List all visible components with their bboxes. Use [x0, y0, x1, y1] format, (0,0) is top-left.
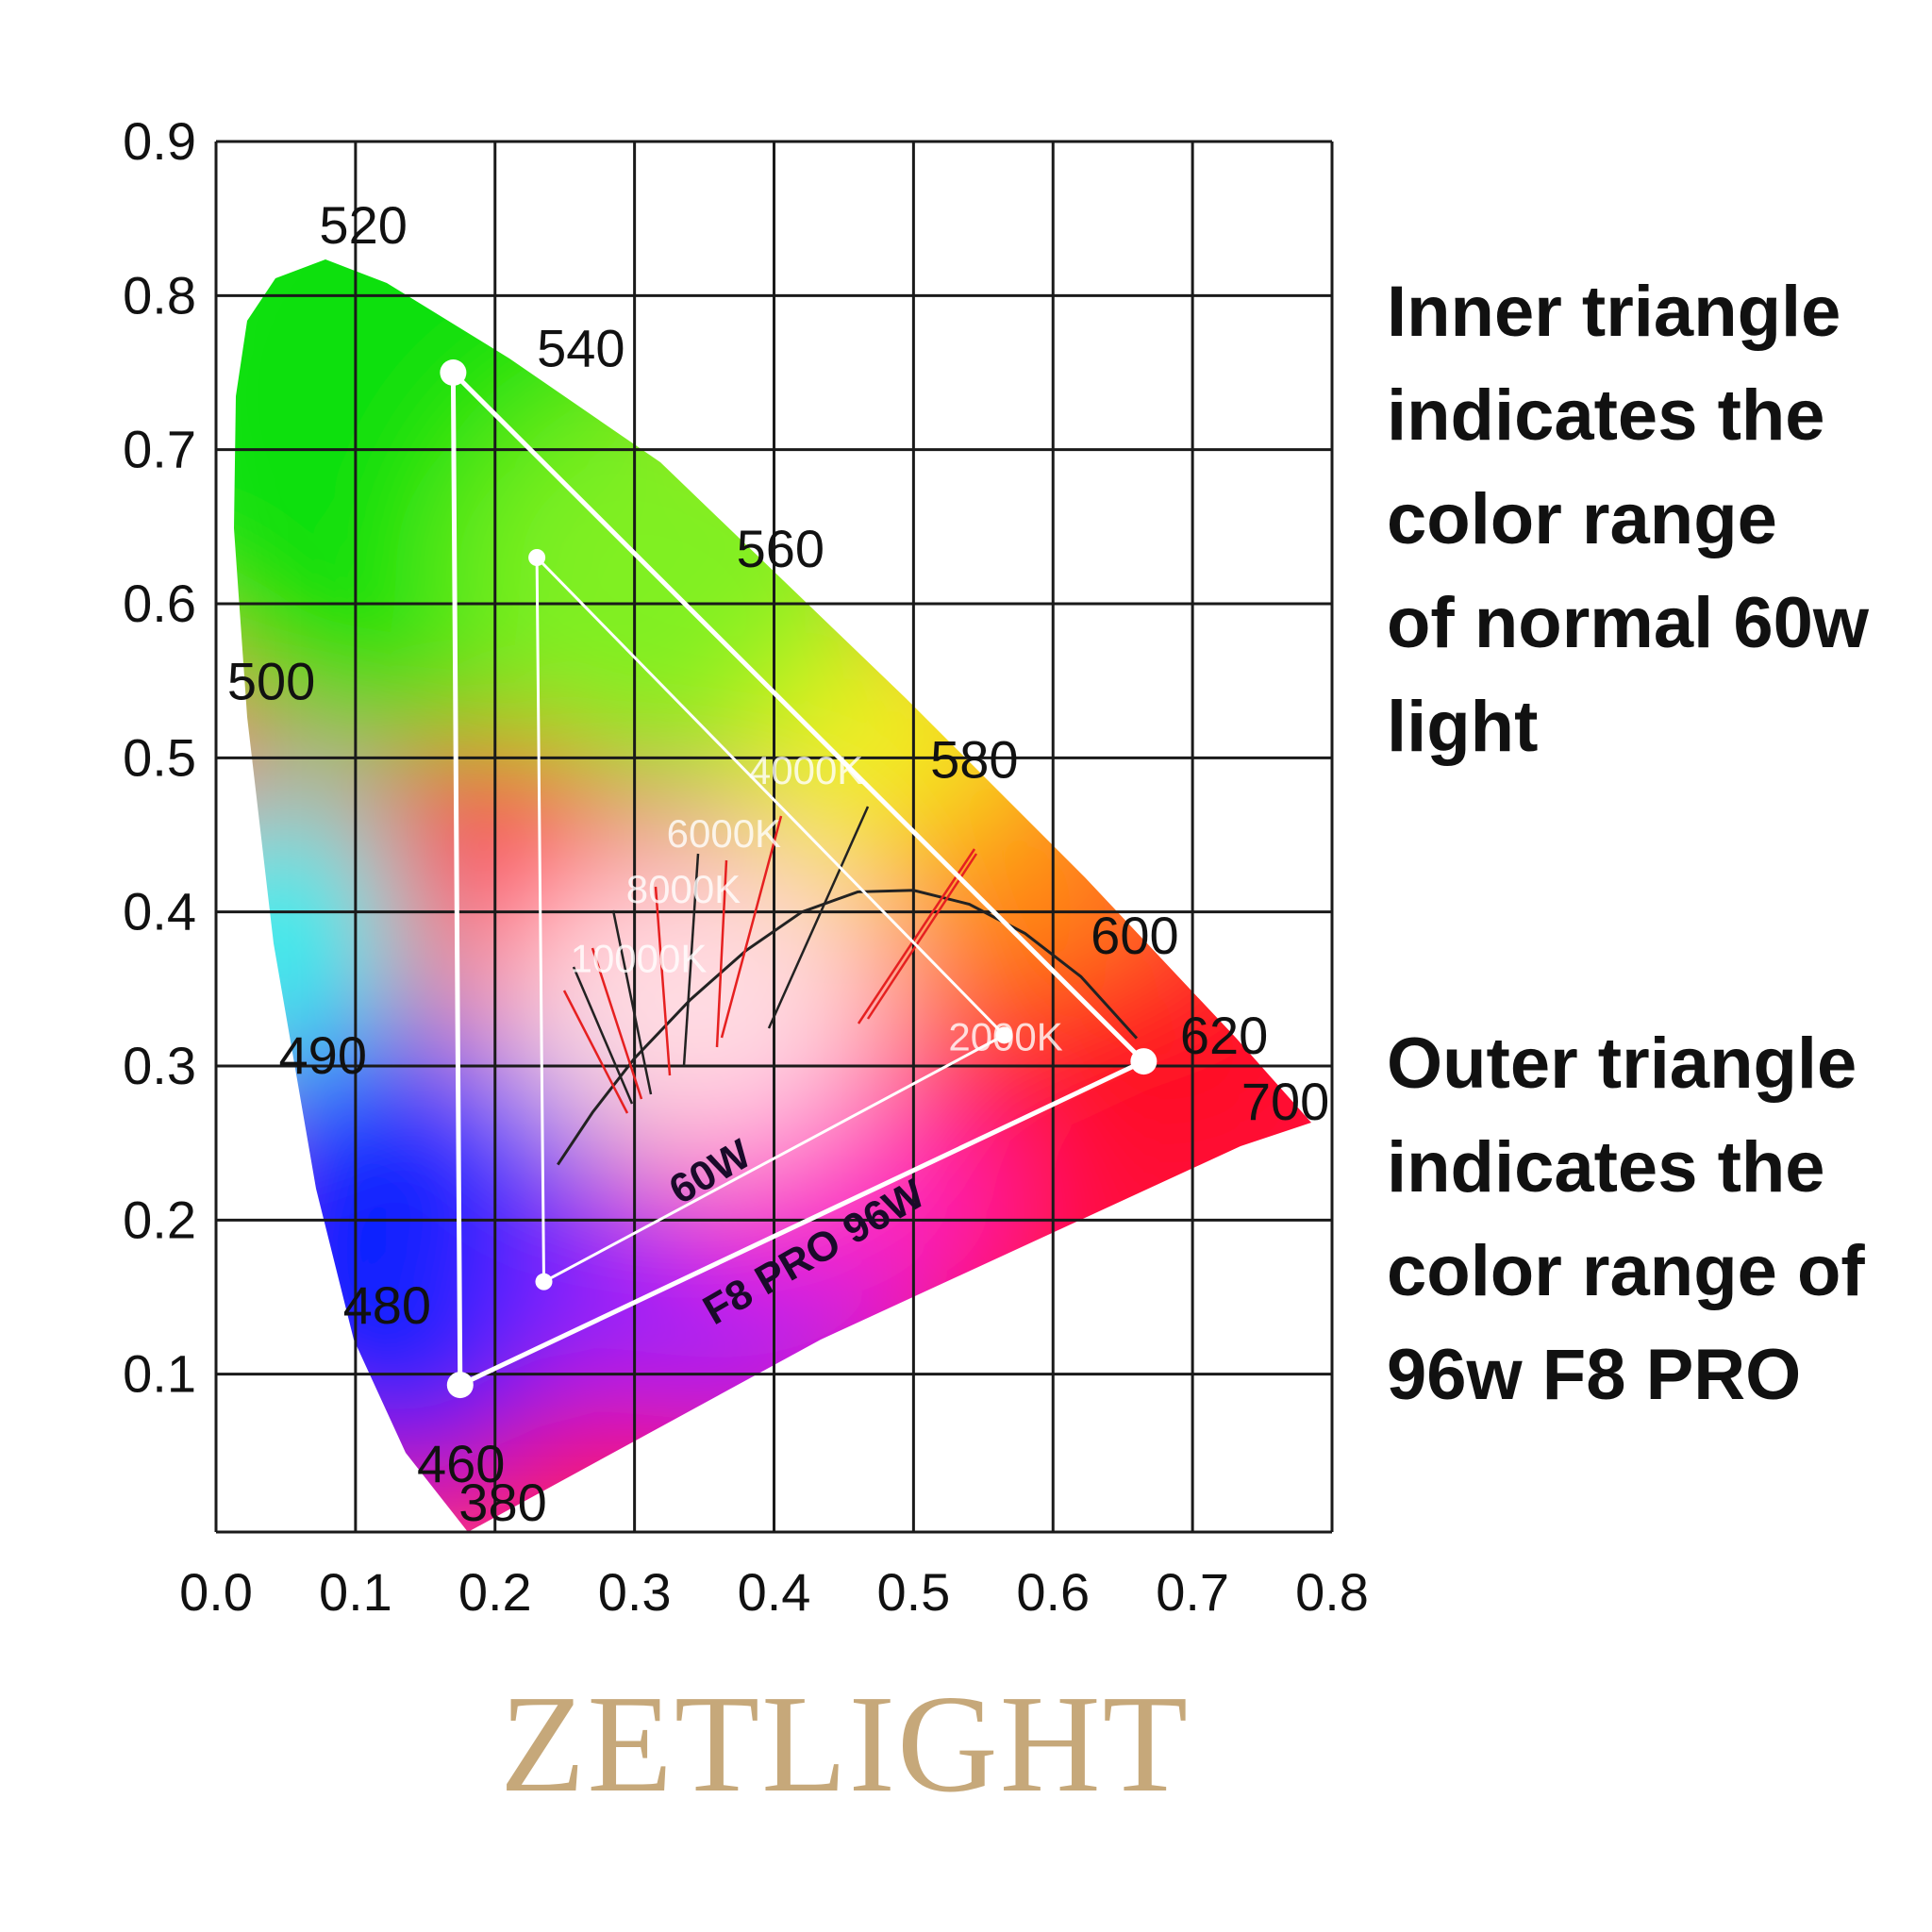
x-tick-label: 0.3	[598, 1562, 672, 1622]
y-tick-label: 0.2	[123, 1190, 196, 1249]
planckian-locus	[557, 889, 1139, 1166]
inner-triangle-vertex	[535, 1273, 553, 1291]
brand-logo: ZETLIGHT	[500, 1667, 1191, 1822]
color-temperature-overlay: 4000K6000K8000K10000K2000K	[557, 748, 1139, 1166]
y-tick-label: 0.5	[123, 727, 196, 787]
isotemperature-line	[857, 848, 976, 1024]
outer-triangle-note: Outer triangle indicates the color range…	[1387, 1024, 1865, 1415]
x-tick-label: 0.1	[319, 1562, 392, 1622]
inner-triangle-note: Inner triangle indicates the color range…	[1387, 272, 1869, 767]
x-tick-label: 0.6	[1016, 1562, 1090, 1622]
outer-triangle-outline	[450, 370, 1146, 1388]
isotemperature-line	[611, 909, 653, 1095]
y-tick-label: 0.6	[123, 574, 196, 633]
wavelength-label: 700	[1241, 1072, 1329, 1131]
y-tick-label: 0.4	[123, 882, 196, 941]
wavelength-label: 600	[1091, 906, 1178, 965]
wavelength-label: 500	[227, 651, 315, 710]
wavelength-label: 520	[319, 195, 407, 255]
x-tick-label: 0.5	[876, 1562, 950, 1622]
inner-triangle-vertex	[528, 549, 546, 566]
wavelength-label: 560	[737, 519, 824, 578]
y-tick-label: 0.1	[123, 1344, 196, 1404]
isotemperature-line	[591, 947, 643, 1100]
color-temperature-label: 4000K	[749, 748, 863, 792]
wavelength-label: 540	[537, 318, 625, 377]
x-tick-label: 0.2	[458, 1562, 532, 1622]
y-tick-label: 0.9	[123, 111, 196, 171]
isotemperature-line	[682, 853, 700, 1067]
isotemperature-line	[720, 815, 783, 1039]
isotemperature-line	[866, 853, 978, 1020]
wavelength-label: 380	[458, 1473, 546, 1532]
cyan-region	[234, 783, 406, 1104]
isotemperature-line	[654, 886, 672, 1076]
x-tick-label: 0.0	[179, 1562, 253, 1622]
y-tick-label: 0.7	[123, 420, 196, 479]
wavelength-label: 580	[930, 730, 1018, 790]
x-tick-label: 0.4	[738, 1562, 811, 1622]
wavelength-label: 620	[1180, 1006, 1268, 1065]
isotemperature-line	[562, 990, 629, 1114]
outer-triangle-vertex	[440, 359, 467, 386]
isotemperature-line	[767, 806, 870, 1029]
color-temperature-label: 10000K	[571, 936, 708, 980]
inner-triangle-outline	[535, 556, 1006, 1284]
inner-triangle-vertex	[995, 1026, 1013, 1044]
isotemperature-line	[572, 966, 634, 1105]
color-temperature-label: 8000K	[626, 867, 741, 911]
color-temperature-label: 6000K	[667, 811, 781, 856]
outer-triangle-vertex	[1130, 1048, 1158, 1075]
wavelength-label: 460	[417, 1434, 505, 1493]
wavelength-label: 490	[279, 1025, 367, 1085]
y-tick-label: 0.3	[123, 1036, 196, 1095]
isotemperature-line	[715, 859, 728, 1048]
axis-ticks: 0.0 0.1 0.2 0.3 0.4 0.5 0.6 0.7 0.8 0.1 0.2 0.3 0.4 0…	[123, 111, 1369, 1622]
x-tick-label: 0.8	[1295, 1562, 1369, 1622]
outer-triangle-vertex	[446, 1372, 474, 1399]
y-tick-label: 0.8	[123, 265, 196, 325]
x-tick-label: 0.7	[1156, 1562, 1229, 1622]
wavelength-label: 480	[343, 1275, 431, 1335]
